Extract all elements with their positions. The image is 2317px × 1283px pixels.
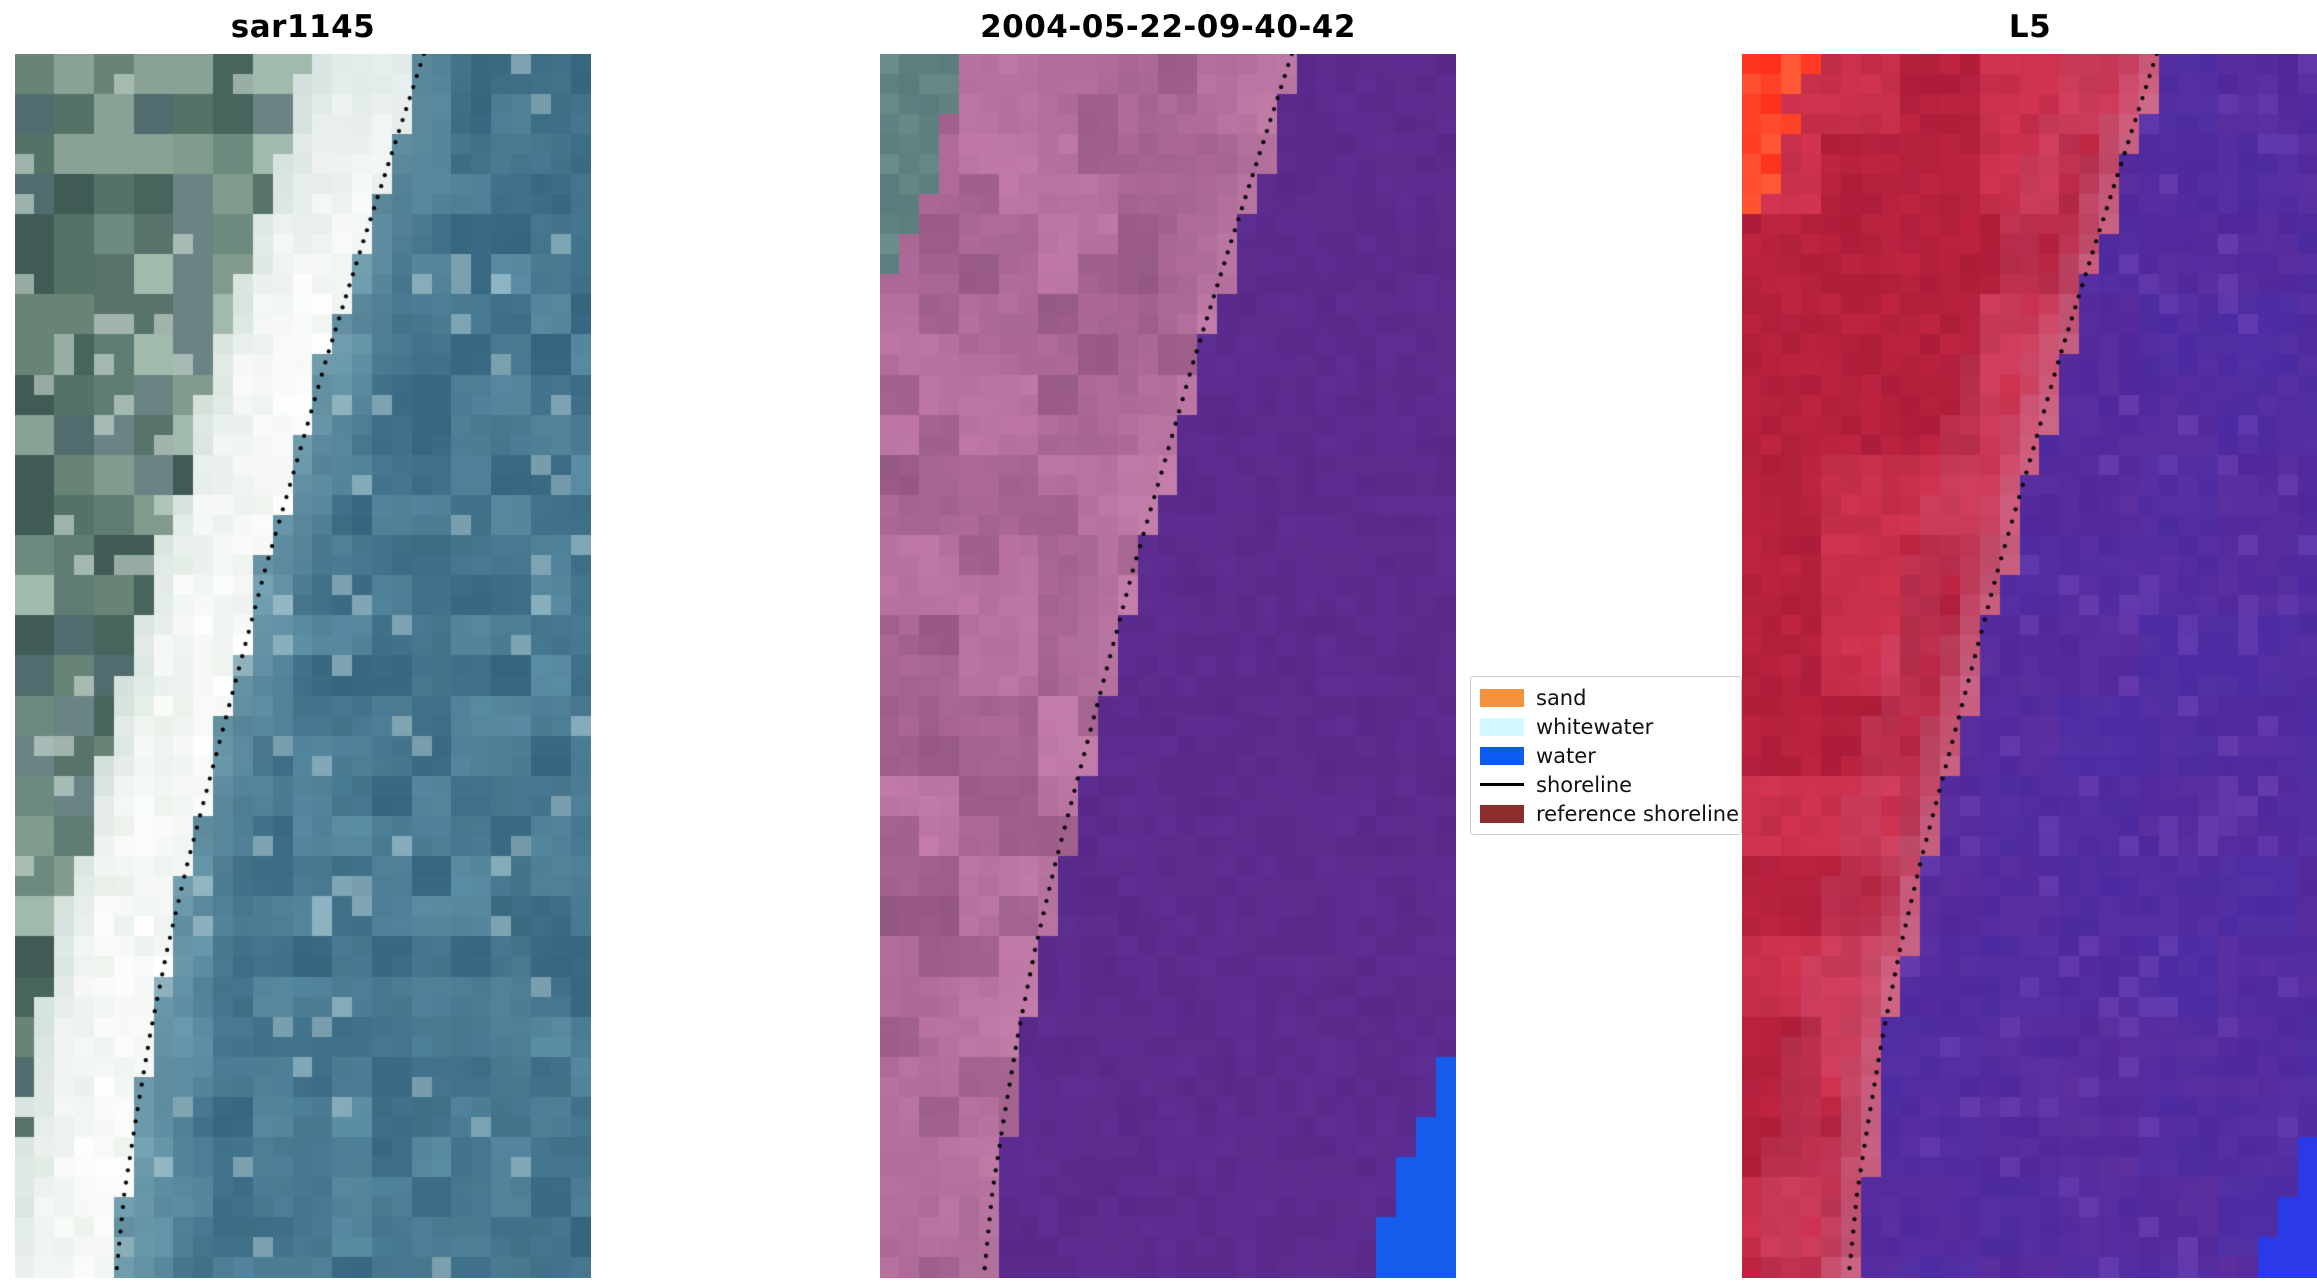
legend-item-whitewater: whitewater	[1480, 712, 1732, 741]
panel-title-classified: 2004-05-22-09-40-42	[980, 9, 1356, 45]
sar1145-satellite-image	[15, 54, 591, 1278]
panel-l5: L5	[1742, 0, 2317, 1278]
legend-item-shoreline: shoreline	[1480, 770, 1732, 799]
sand-swatch	[1480, 688, 1524, 707]
l5-false-color-image	[1742, 54, 2317, 1278]
panel-title-l5: L5	[2008, 9, 2052, 45]
panel-classified: 2004-05-22-09-40-42	[880, 0, 1456, 1278]
legend-label-reference-shoreline: reference shoreline	[1536, 801, 1740, 826]
legend-item-reference-shoreline: reference shoreline	[1480, 799, 1739, 828]
classified-image	[880, 54, 1456, 1278]
legend: sand whitewater water shoreline referenc…	[1470, 676, 1742, 835]
shoreline-line-swatch	[1480, 783, 1524, 786]
legend-label-water: water	[1536, 743, 1596, 768]
reference-shoreline-swatch	[1480, 804, 1524, 823]
water-swatch	[1480, 746, 1524, 765]
panel-title-sar1145: sar1145	[230, 9, 376, 45]
panel-sar1145: sar1145	[15, 0, 591, 1278]
legend-item-water: water	[1480, 741, 1732, 770]
whitewater-swatch	[1480, 717, 1524, 736]
legend-item-sand: sand	[1480, 683, 1732, 712]
legend-label-shoreline: shoreline	[1536, 772, 1633, 797]
legend-label-sand: sand	[1536, 685, 1587, 710]
legend-label-whitewater: whitewater	[1536, 714, 1654, 739]
